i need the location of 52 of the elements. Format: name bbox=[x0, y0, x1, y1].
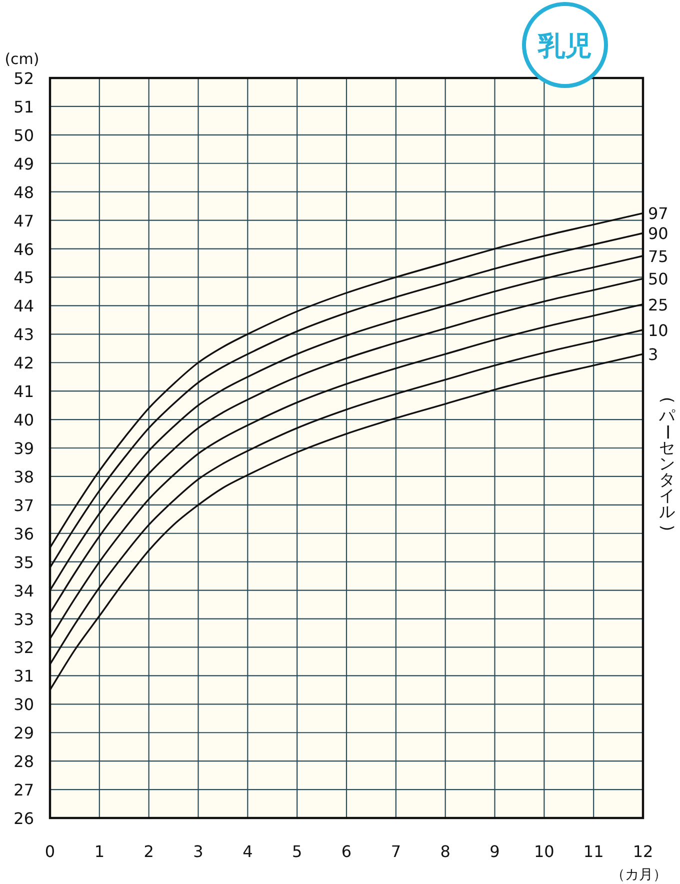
chart-title: 乳児 bbox=[537, 31, 592, 62]
y-tick-label: 34 bbox=[14, 581, 34, 600]
y-tick-label: 26 bbox=[14, 809, 34, 828]
y-tick-label: 51 bbox=[14, 97, 34, 116]
y-tick-label: 42 bbox=[14, 354, 34, 373]
y-tick-label: 52 bbox=[14, 69, 34, 88]
y-tick-label: 31 bbox=[14, 666, 34, 686]
y-tick-label: 44 bbox=[14, 296, 34, 316]
y-tick-label: 49 bbox=[14, 154, 34, 174]
y-tick-label: 50 bbox=[14, 126, 34, 145]
y-tick-label: 36 bbox=[14, 524, 34, 544]
series-label: 75 bbox=[648, 246, 668, 266]
y-tick-label: 28 bbox=[14, 752, 34, 772]
x-tick-label: 1 bbox=[94, 842, 105, 861]
y-tick-label: 47 bbox=[14, 211, 34, 230]
y-tick-label: 37 bbox=[14, 496, 34, 515]
series-label: 50 bbox=[648, 270, 668, 289]
x-axis-title: （カ月） bbox=[611, 867, 667, 883]
series-label: 90 bbox=[648, 224, 668, 244]
x-tick-label: 2 bbox=[144, 842, 154, 861]
series-label: 10 bbox=[648, 320, 668, 340]
x-tick-label: 7 bbox=[390, 842, 402, 861]
x-tick-label: 9 bbox=[490, 842, 500, 861]
y-tick-label: 40 bbox=[14, 410, 34, 430]
x-tick-label: 3 bbox=[193, 842, 204, 861]
title: 乳児 bbox=[522, 2, 608, 88]
series-label: 3 bbox=[648, 345, 658, 364]
y-tick-label: 41 bbox=[14, 382, 34, 402]
y-axis-title: (cm) bbox=[4, 50, 40, 68]
y-tick-label: 30 bbox=[14, 695, 34, 714]
x-tick-label: 10 bbox=[534, 842, 554, 861]
x-tick-label: 11 bbox=[583, 842, 604, 861]
y-tick-label: 32 bbox=[14, 638, 34, 658]
y-tick-label: 43 bbox=[14, 325, 34, 344]
x-tick-label: 5 bbox=[292, 842, 302, 861]
x-tick-label: 0 bbox=[44, 842, 56, 861]
legend-title: (パーセンタイル) bbox=[658, 396, 676, 534]
x-tick-label: 12 bbox=[632, 842, 654, 861]
y-tick-label: 38 bbox=[14, 467, 34, 486]
y-tick-label: 29 bbox=[14, 724, 34, 743]
y-tick-label: 39 bbox=[14, 439, 34, 458]
y-tick-label: 35 bbox=[14, 552, 34, 572]
y-tick-label: 33 bbox=[14, 610, 34, 629]
y-tick-label: 45 bbox=[14, 268, 34, 288]
y-tick-label: 48 bbox=[14, 182, 34, 202]
series-label: 97 bbox=[648, 204, 668, 224]
series-label: 25 bbox=[648, 295, 668, 314]
x-tick-label: 4 bbox=[242, 842, 253, 861]
y-tick-label: 27 bbox=[14, 780, 34, 800]
y-tick-label: 46 bbox=[14, 240, 34, 259]
x-tick-label: 6 bbox=[341, 842, 352, 861]
x-tick-label: 8 bbox=[440, 842, 450, 861]
